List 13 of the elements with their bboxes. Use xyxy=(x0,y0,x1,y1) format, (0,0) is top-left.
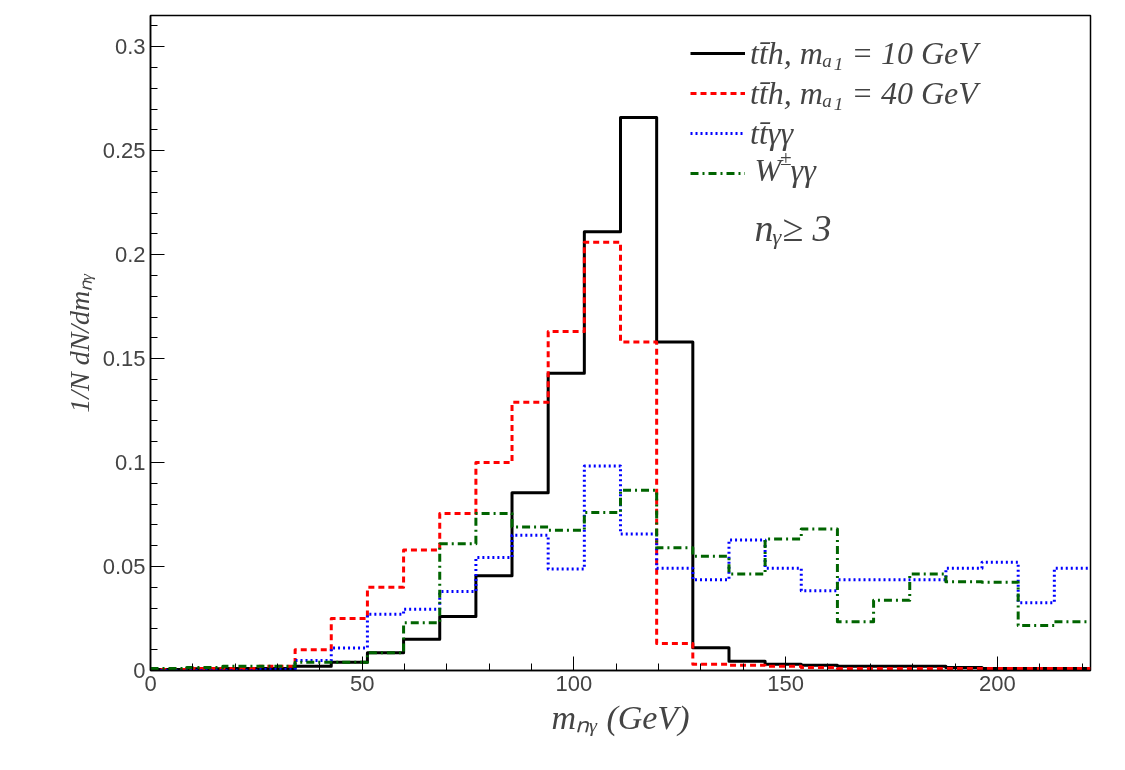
x-tick-label: 50 xyxy=(349,670,375,696)
y-tick-label: 0.15 xyxy=(102,346,146,372)
x-tick-label: 100 xyxy=(555,670,593,696)
y-tick-label: 0.25 xyxy=(102,138,146,164)
x-axis-title: mₙᵧ (GeV) xyxy=(551,698,690,737)
y-tick-label: 0.1 xyxy=(114,450,146,476)
x-tick-label: 150 xyxy=(767,670,804,696)
x-tick-label: 200 xyxy=(978,670,1016,696)
annotation: nᵧ≥ 3 xyxy=(754,206,832,249)
y-tick-label: 0.2 xyxy=(114,242,146,268)
y-tick-label: 0.3 xyxy=(114,34,146,60)
y-tick-label: 0.05 xyxy=(102,554,146,580)
y-axis-title: 1/N dN/dmₙᵧ xyxy=(63,272,95,413)
